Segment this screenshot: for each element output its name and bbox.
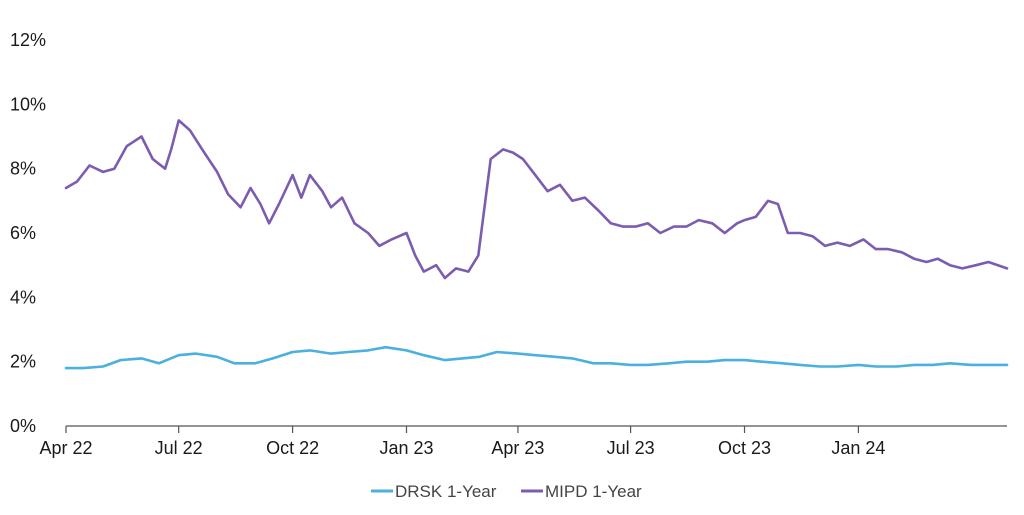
y-tick-label: 4% — [10, 287, 36, 307]
legend: DRSK 1-Year MIPD 1-Year — [371, 482, 642, 501]
series-layer — [64, 119, 1009, 370]
x-tick-label: Jul 22 — [155, 438, 203, 458]
series-line-0 — [64, 345, 1009, 370]
y-tick-label: 0% — [10, 416, 36, 436]
y-tick-label: 12% — [10, 30, 46, 50]
series-line-1 — [64, 119, 1009, 280]
y-tick-label: 6% — [10, 223, 36, 243]
y-axis: 0% 2% 4% 6% 8% 10% 12% — [10, 30, 46, 436]
x-tick-label: Apr 22 — [39, 438, 92, 458]
x-axis: Apr 22 Jul 22 Oct 22 Jan 23 Apr 23 Jul 23 Oct … — [39, 425, 1007, 458]
x-tick-label: Jan 24 — [831, 438, 885, 458]
y-tick-label: 10% — [10, 94, 46, 114]
x-tick-label: Jan 23 — [379, 438, 433, 458]
x-tick-label: Apr 23 — [491, 438, 544, 458]
y-tick-label: 8% — [10, 159, 36, 179]
legend-label: MIPD 1-Year — [545, 482, 642, 501]
x-tick-label: Oct 22 — [266, 438, 319, 458]
legend-label: DRSK 1-Year — [395, 482, 497, 501]
y-tick-label: 2% — [10, 352, 36, 372]
x-tick-label: Jul 23 — [607, 438, 655, 458]
x-tick-label: Oct 23 — [718, 438, 771, 458]
